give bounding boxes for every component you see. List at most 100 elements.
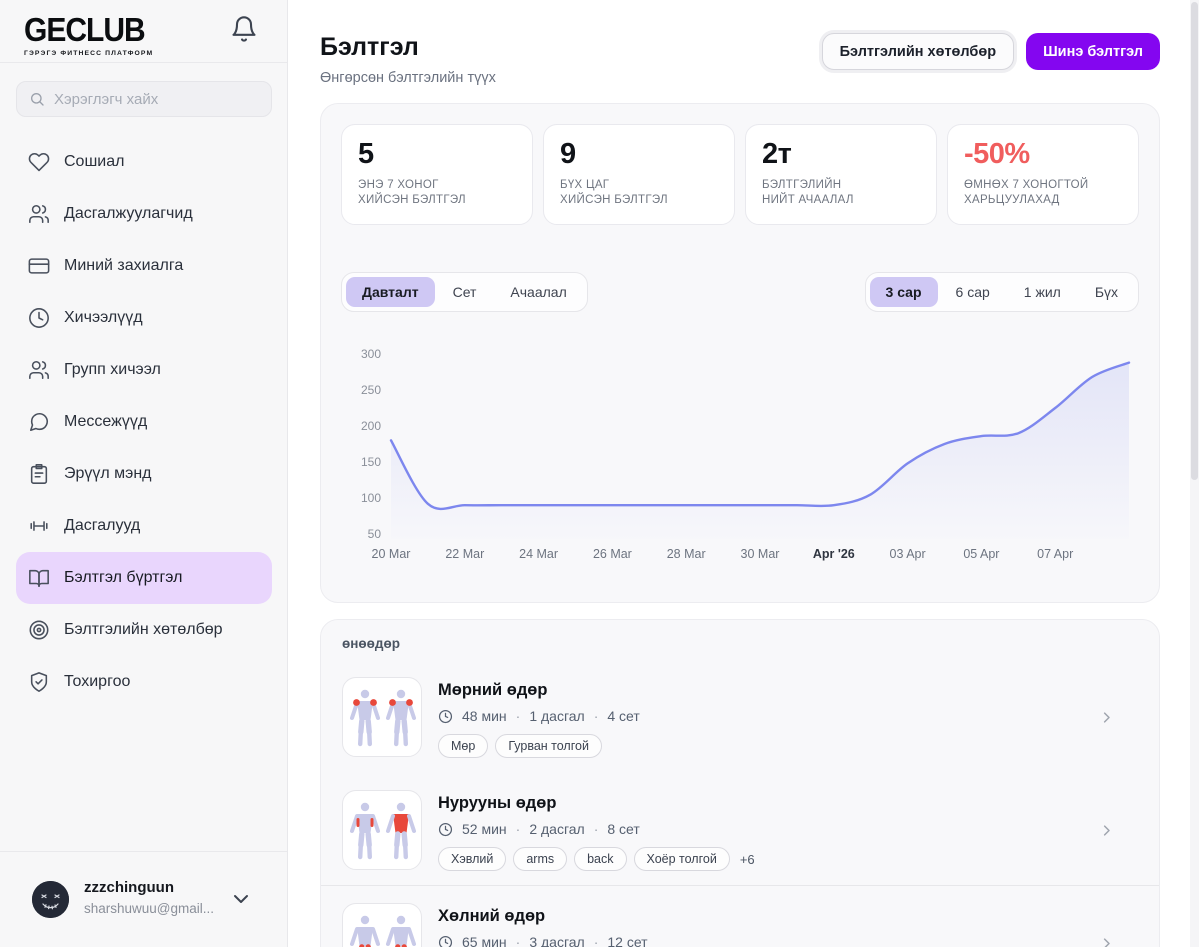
user-name: zzzchinguun [84, 879, 174, 896]
svg-text:03 Apr: 03 Apr [890, 547, 926, 561]
metric-tab-1[interactable]: Сет [437, 277, 493, 307]
stat-card-total-volume: 2т БЭЛТГЭЛИЙН НИЙТ АЧААЛАЛ [745, 124, 937, 225]
sidebar-item-messages[interactable]: Мессежүүд [16, 396, 272, 448]
stat-card-alltime-workouts: 9 БҮХ ЦАГ ХИЙСЭН БЭЛТГЭЛ [543, 124, 735, 225]
search-icon [31, 93, 44, 106]
workout-title: Хөлний өдөр [438, 907, 546, 925]
shield-icon [28, 671, 50, 693]
metric-tab-0[interactable]: Давталт [346, 277, 435, 307]
range-tab-2[interactable]: 1 жил [1008, 277, 1077, 307]
new-workout-button[interactable]: Шинэ бэлтгэл [1026, 33, 1160, 70]
range-tab-3[interactable]: Бүх [1079, 277, 1134, 307]
clock-icon [438, 935, 453, 947]
users-icon [28, 203, 50, 225]
sidebar-item-settings[interactable]: Тохиргоо [16, 656, 272, 708]
sidebar-item-health[interactable]: Эрүүл мэнд [16, 448, 272, 500]
chevron-right-icon[interactable] [1099, 710, 1114, 725]
workout-row-legs[interactable]: Хөлний өдөр 65 мин · 3 дасгал · 12 сет [342, 903, 1140, 947]
header-actions: Бэлтгэлийн хөтөлбөр Шинэ бэлтгэл [821, 33, 1160, 70]
target-icon [28, 619, 50, 641]
muscle-tag: Мөр [438, 734, 489, 758]
clipboard-icon [28, 463, 50, 485]
clock-icon [28, 307, 50, 329]
workout-sets: 4 сет [607, 708, 640, 724]
sidebar-item-label: Бэлтгэл бүртгэл [64, 569, 183, 586]
svg-text:30 Mar: 30 Mar [741, 547, 780, 561]
range-tab-1[interactable]: 6 сар [940, 277, 1006, 307]
svg-text:300: 300 [361, 347, 381, 361]
sidebar-item-workout-program[interactable]: Бэлтгэлийн хөтөлбөр [16, 604, 272, 656]
stat-card-week-workouts: 5 ЭНЭ 7 ХОНОГ ХИЙСЭН БЭЛТГЭЛ [341, 124, 533, 225]
workout-title: Мөрний өдөр [438, 681, 548, 699]
muscle-tag: Хэвлий [438, 847, 507, 871]
stat-label: ӨМНӨХ 7 ХОНОГТОЙ ХАРЬЦУУЛАХАД [964, 179, 1089, 207]
sidebar-footer[interactable]: zzzchinguun sharshuwuu@gmail... [0, 851, 287, 947]
list-divider [321, 885, 1159, 886]
workout-exercises: 1 дасгал [529, 708, 585, 724]
workout-meta: 65 мин · 3 дасгал · 12 сет [438, 934, 648, 947]
muscle-diagram-thumbnail [342, 903, 422, 947]
avatar[interactable] [32, 881, 69, 918]
svg-text:50: 50 [368, 527, 382, 541]
workout-tags: Хэвлий arms back Хоёр толгой +6 [438, 847, 755, 871]
chat-icon [28, 411, 50, 433]
scrollbar-thumb[interactable] [1191, 2, 1198, 480]
sidebar-item-label: Хичээлүүд [64, 309, 143, 326]
search-input[interactable] [54, 90, 259, 108]
chevron-right-icon[interactable] [1099, 823, 1114, 838]
range-tab-0[interactable]: 3 сар [869, 277, 938, 307]
sidebar-item-label: Тохиргоо [64, 673, 131, 690]
workout-exercises: 2 дасгал [529, 821, 585, 837]
sidebar: GECLUB ГЭРЭГЭ ФИТНЕСС ПЛАТФОРМ Сошиал Дас… [0, 0, 288, 947]
sidebar-item-label: Бэлтгэлийн хөтөлбөр [64, 621, 223, 638]
workout-duration: 48 мин [462, 708, 507, 724]
today-panel: өнөөдөр Мөрний өдөр 48 мин · 1 дасгал · 4 … [320, 619, 1160, 947]
sidebar-item-trainers[interactable]: Дасгалжуулагчид [16, 188, 272, 240]
svg-text:28 Mar: 28 Mar [667, 547, 706, 561]
muscle-diagram-thumbnail [342, 790, 422, 870]
sidebar-item-exercises[interactable]: Дасгалууд [16, 500, 272, 552]
workout-exercises: 3 дасгал [529, 934, 585, 947]
svg-text:26 Mar: 26 Mar [593, 547, 632, 561]
sidebar-item-lessons[interactable]: Хичээлүүд [16, 292, 272, 344]
sidebar-item-label: Дасгалжуулагчид [64, 205, 193, 222]
stat-card-week-change: -50% ӨМНӨХ 7 ХОНОГТОЙ ХАРЬЦУУЛАХАД [947, 124, 1139, 225]
sidebar-item-label: Эрүүл мэнд [64, 465, 152, 482]
metric-tab-2[interactable]: Ачаалал [494, 277, 582, 307]
main-content: Бэлтгэл Өнгөрсөн бэлтгэлийн түүх Бэлтгэл… [288, 0, 1200, 947]
workout-title: Нурууны өдөр [438, 794, 557, 812]
sidebar-item-label: Групп хичээл [64, 361, 161, 378]
chevron-down-icon[interactable] [229, 887, 253, 911]
clock-icon [438, 709, 453, 723]
svg-text:200: 200 [361, 419, 381, 433]
brand-logo: GECLUB ГЭРЭГЭ ФИТНЕСС ПЛАТФОРМ [24, 12, 153, 57]
svg-text:100: 100 [361, 491, 381, 505]
workout-row-shoulders[interactable]: Мөрний өдөр 48 мин · 1 дасгал · 4 сет Мөр Г… [342, 677, 1140, 758]
sidebar-item-my-orders[interactable]: Миний захиалга [16, 240, 272, 292]
stat-label: ЭНЭ 7 ХОНОГ ХИЙСЭН БЭЛТГЭЛ [358, 179, 466, 207]
muscle-tag: Гурван толгой [495, 734, 602, 758]
sidebar-item-group-lessons[interactable]: Групп хичээл [16, 344, 272, 396]
stat-label: БҮХ ЦАГ ХИЙСЭН БЭЛТГЭЛ [560, 179, 668, 207]
reps-line-chart: 50 100 150 200 250 300 20 Mar 22 Mar 24 Mar 26 Ma… [341, 344, 1141, 576]
chevron-right-icon[interactable] [1099, 936, 1114, 947]
workout-row-back[interactable]: Нурууны өдөр 52 мин · 2 дасгал · 8 сет Хэв… [342, 790, 1140, 871]
sidebar-item-social[interactable]: Сошиал [16, 136, 272, 188]
workout-meta: 52 мин · 2 дасгал · 8 сет [438, 821, 755, 837]
muscle-tag: arms [513, 847, 568, 871]
sidebar-divider [0, 62, 287, 63]
workout-duration: 65 мин [462, 934, 507, 947]
page-title: Бэлтгэл [320, 33, 419, 61]
sidebar-item-workout-log[interactable]: Бэлтгэл бүртгэл [16, 552, 272, 604]
notifications-bell-icon[interactable] [230, 15, 258, 43]
sidebar-item-label: Мессежүүд [64, 413, 148, 430]
stat-value: 2т [762, 138, 792, 170]
brand-logo-text: GECLUB [24, 12, 146, 49]
muscle-tag: back [574, 847, 627, 871]
brand-tagline: ГЭРЭГЭ ФИТНЕСС ПЛАТФОРМ [24, 50, 154, 57]
workout-sets: 8 сет [607, 821, 640, 837]
stat-value: 5 [358, 138, 374, 170]
workout-duration: 52 мин [462, 821, 507, 837]
workout-program-button[interactable]: Бэлтгэлийн хөтөлбөр [821, 33, 1015, 70]
svg-text:20 Mar: 20 Mar [372, 547, 411, 561]
